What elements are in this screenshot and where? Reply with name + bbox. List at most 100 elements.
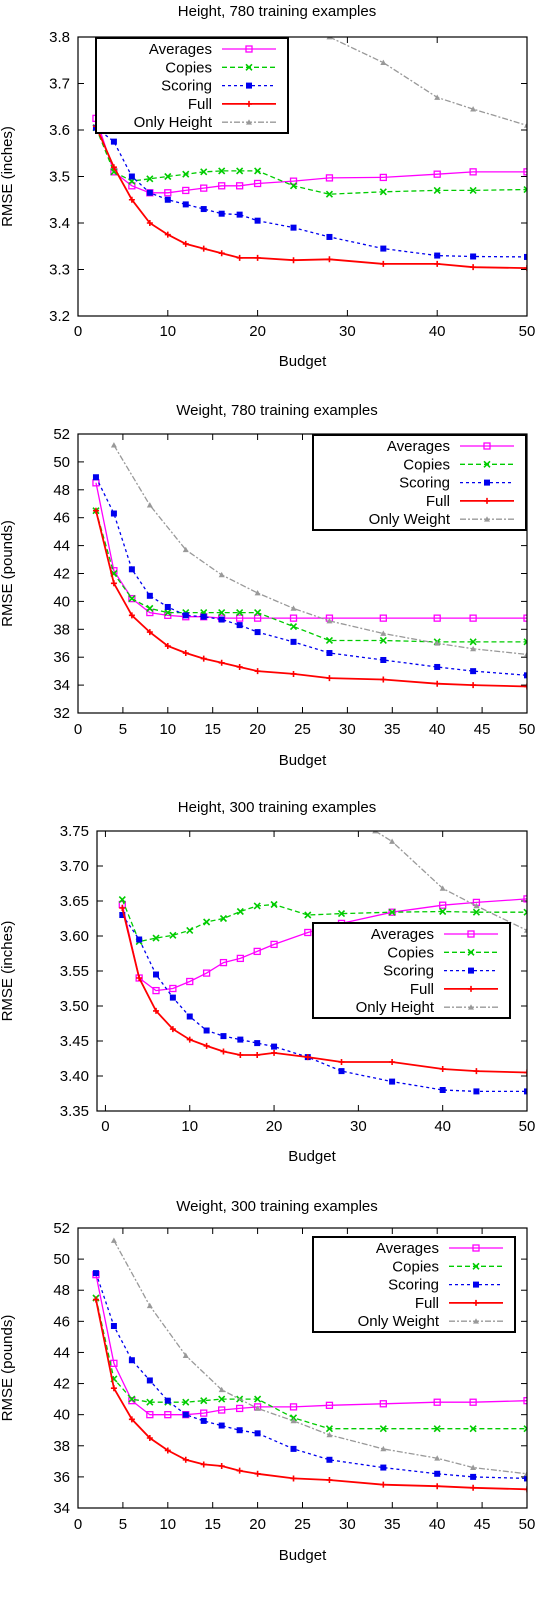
series-line-scoring [121, 914, 527, 1093]
y-tick-label: 3.2 [49, 308, 70, 325]
data-point-averages [304, 928, 312, 937]
data-point-copies [128, 595, 136, 603]
data-point-averages [200, 184, 208, 192]
legend-label: Copies [403, 456, 450, 473]
data-point-scoring [146, 189, 153, 196]
data-point-copies [146, 1398, 154, 1406]
data-point-full [203, 1042, 210, 1049]
data-point-scoring [434, 663, 441, 670]
data-point-full [254, 254, 261, 261]
legend-label: Only Height [356, 999, 435, 1016]
data-point-averages [169, 984, 177, 993]
data-point-averages [219, 958, 228, 967]
data-point-full [92, 507, 99, 514]
legend-label: Scoring [399, 475, 450, 492]
x-tick-label: 0 [74, 721, 82, 738]
chart-3: Height, 300 training examples 0 10 20 30 40 50… [0, 799, 535, 1165]
legend-label: Copies [392, 1258, 439, 1275]
data-point-full [110, 164, 117, 171]
data-point-full [473, 1068, 480, 1075]
series-line-averages [95, 1274, 527, 1416]
series-line-full [95, 125, 527, 269]
data-point-only-height [439, 885, 446, 891]
data-point-copies [469, 186, 477, 195]
data-point-copies [289, 622, 298, 631]
data-point-full [434, 680, 441, 687]
legend-label: Full [410, 981, 434, 998]
y-tick-label: 48 [53, 482, 70, 499]
data-point-copies [469, 1425, 477, 1433]
data-point-copies [254, 1395, 262, 1403]
y-axis-label: RMSE (inches) [0, 921, 16, 1022]
chart-title: Height, 300 training examples [178, 799, 376, 816]
data-point-copies [433, 1425, 441, 1433]
data-point-only-weight [110, 1237, 117, 1243]
data-point-scoring [236, 211, 243, 218]
data-point-copies [219, 914, 228, 923]
x-tick-label: 5 [119, 1516, 127, 1533]
data-point-only-height [524, 122, 527, 128]
data-point-copies [304, 911, 312, 919]
data-point-copies [379, 1425, 387, 1433]
y-tick-label: 52 [53, 426, 70, 443]
data-point-scoring [290, 1445, 297, 1452]
series-line-averages [121, 898, 527, 992]
x-tick-label: 5 [119, 721, 127, 738]
data-point-averages [128, 1397, 136, 1405]
x-tick-label: 50 [519, 1516, 536, 1533]
y-tick-label: 3.65 [60, 893, 89, 910]
x-tick-label: 10 [159, 1516, 176, 1533]
data-point-copies [164, 608, 172, 617]
series-group [92, 37, 527, 272]
x-tick-label: 15 [204, 1516, 221, 1533]
data-point-averages [164, 189, 172, 197]
data-point-scoring [254, 1430, 261, 1437]
legend-box [95, 37, 289, 134]
data-point-copies [472, 908, 480, 916]
data-point-scoring [271, 1043, 278, 1050]
data-point-scoring [218, 1422, 225, 1429]
data-point-full [169, 1026, 176, 1033]
data-point-scoring [290, 224, 297, 231]
data-point-averages [523, 895, 527, 903]
data-point-scoring [200, 206, 207, 213]
chart-4: Weight, 300 training examples 0 5 10 15 20 25 3… [0, 1198, 535, 1564]
data-point-only-height [524, 927, 527, 933]
data-point-only-weight [218, 1386, 225, 1393]
data-point-scoring [110, 510, 117, 517]
data-point-only-weight [110, 442, 117, 448]
series-line-scoring [95, 127, 527, 258]
series-line-copies [121, 899, 527, 943]
y-tick-label: 3.75 [60, 823, 89, 840]
data-point-averages [128, 594, 136, 603]
data-point-scoring [254, 1040, 261, 1047]
y-tick-label: 34 [53, 1500, 70, 1517]
data-point-full [439, 1066, 446, 1072]
data-point-averages [202, 969, 211, 977]
data-point-scoring [326, 650, 333, 657]
data-point-only-weight [290, 605, 297, 611]
data-point-scoring [110, 1323, 117, 1329]
x-tick-label: 40 [429, 323, 446, 340]
data-point-only-weight [218, 571, 225, 578]
data-point-full [218, 1463, 225, 1469]
data-point-copies [379, 636, 387, 645]
data-point-copies [523, 1425, 527, 1433]
legend-marker [468, 1004, 474, 1010]
data-point-averages [236, 954, 244, 963]
legend-label: Scoring [161, 78, 212, 95]
data-point-scoring [380, 245, 387, 252]
legend-marker [483, 460, 491, 468]
x-axis-label: Budget [279, 752, 327, 769]
legend-marker [472, 1244, 480, 1252]
data-point-scoring [119, 912, 126, 918]
x-tick-label: 30 [350, 1118, 367, 1135]
y-tick-label: 32 [53, 705, 70, 722]
data-point-scoring [380, 656, 387, 663]
data-point-scoring [254, 217, 261, 224]
data-point-copies [253, 902, 261, 910]
legend-label: Averages [149, 41, 212, 58]
data-point-full [326, 675, 333, 682]
